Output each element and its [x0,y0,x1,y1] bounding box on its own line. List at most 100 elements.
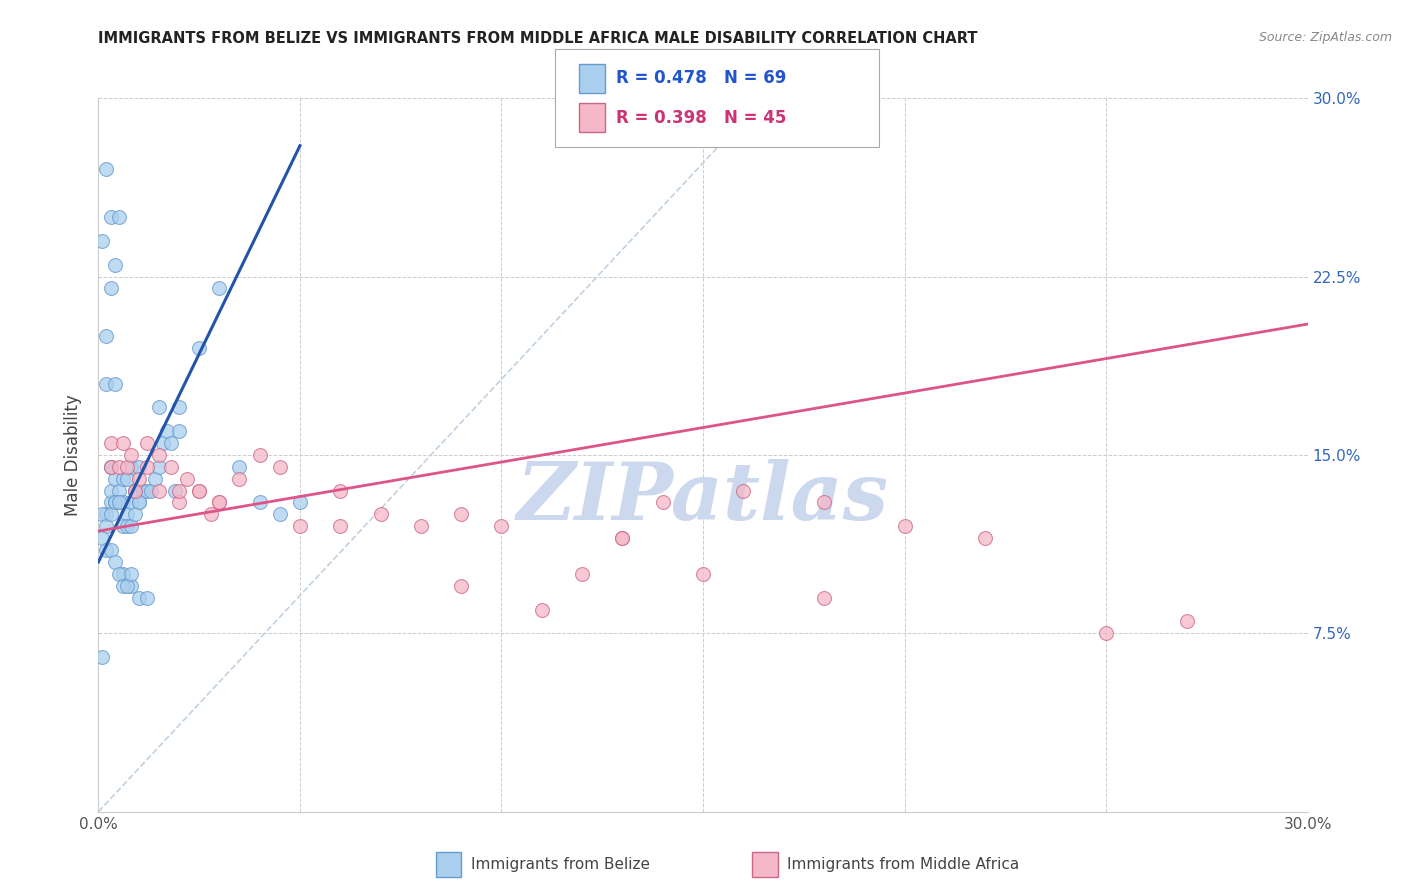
Point [450,508,472,522]
Point [148,459,170,474]
Point [135,436,157,450]
Point [103,258,125,272]
Point [96,519,118,533]
Point [813,591,835,605]
Point [103,495,125,509]
Point [167,424,190,438]
Point [160,459,183,474]
Point [96,543,118,558]
Point [228,459,250,474]
Text: Immigrants from Belize: Immigrants from Belize [471,857,650,871]
Point [96,329,118,343]
Point [111,472,134,486]
Point [152,436,174,450]
Point [188,483,211,498]
Point [96,162,118,177]
Point [329,519,352,533]
Point [249,448,271,462]
Y-axis label: Male Disability: Male Disability [65,394,83,516]
Point [111,436,134,450]
Point [409,519,432,533]
Point [100,210,122,224]
Point [91,650,114,665]
Point [135,459,157,474]
Point [163,483,186,498]
Point [115,459,138,474]
Point [288,519,311,533]
Point [188,341,211,355]
Point [111,519,134,533]
Point [128,472,150,486]
Point [974,531,997,545]
Point [107,210,129,224]
Point [124,483,146,498]
Point [107,566,129,581]
Point [100,459,122,474]
Point [1175,615,1198,629]
Point [612,531,634,545]
Point [571,566,593,581]
Point [200,508,222,522]
Point [100,459,122,474]
Point [100,543,122,558]
Text: Source: ZipAtlas.com: Source: ZipAtlas.com [1258,31,1392,45]
Point [120,579,142,593]
Point [156,424,179,438]
Point [893,519,915,533]
Point [111,579,134,593]
Point [208,495,231,509]
Point [148,401,170,415]
Point [135,591,157,605]
Point [91,531,114,545]
Point [103,472,125,486]
Point [128,459,150,474]
Point [692,566,714,581]
Point [450,579,472,593]
Point [176,472,198,486]
Point [167,495,190,509]
Point [100,436,122,450]
Text: R = 0.478   N = 69: R = 0.478 N = 69 [616,70,786,87]
Point [651,495,673,509]
Point [107,495,129,509]
Text: ZIPatlas: ZIPatlas [517,459,889,536]
Point [124,508,146,522]
Point [167,483,190,498]
Point [96,376,118,391]
Point [115,508,138,522]
Point [188,483,211,498]
Point [100,483,122,498]
Point [100,459,122,474]
Text: IMMIGRANTS FROM BELIZE VS IMMIGRANTS FROM MIDDLE AFRICA MALE DISABILITY CORRELAT: IMMIGRANTS FROM BELIZE VS IMMIGRANTS FRO… [98,31,979,46]
Point [148,483,170,498]
Point [111,566,134,581]
Point [120,495,142,509]
Point [115,579,138,593]
Point [491,519,513,533]
Point [530,602,553,616]
Point [103,555,125,569]
Point [103,495,125,509]
Point [115,519,138,533]
Point [148,448,170,462]
Point [107,495,129,509]
Point [167,401,190,415]
Point [100,281,122,295]
Point [96,508,118,522]
Point [160,436,183,450]
Point [733,483,755,498]
Point [100,508,122,522]
Point [128,495,150,509]
Point [120,566,142,581]
Point [269,459,291,474]
Point [120,519,142,533]
Point [128,495,150,509]
Point [139,483,162,498]
Point [813,495,835,509]
Point [115,472,138,486]
Point [91,234,114,248]
Point [103,376,125,391]
Point [135,483,157,498]
Text: Immigrants from Middle Africa: Immigrants from Middle Africa [787,857,1019,871]
Point [1095,626,1118,640]
